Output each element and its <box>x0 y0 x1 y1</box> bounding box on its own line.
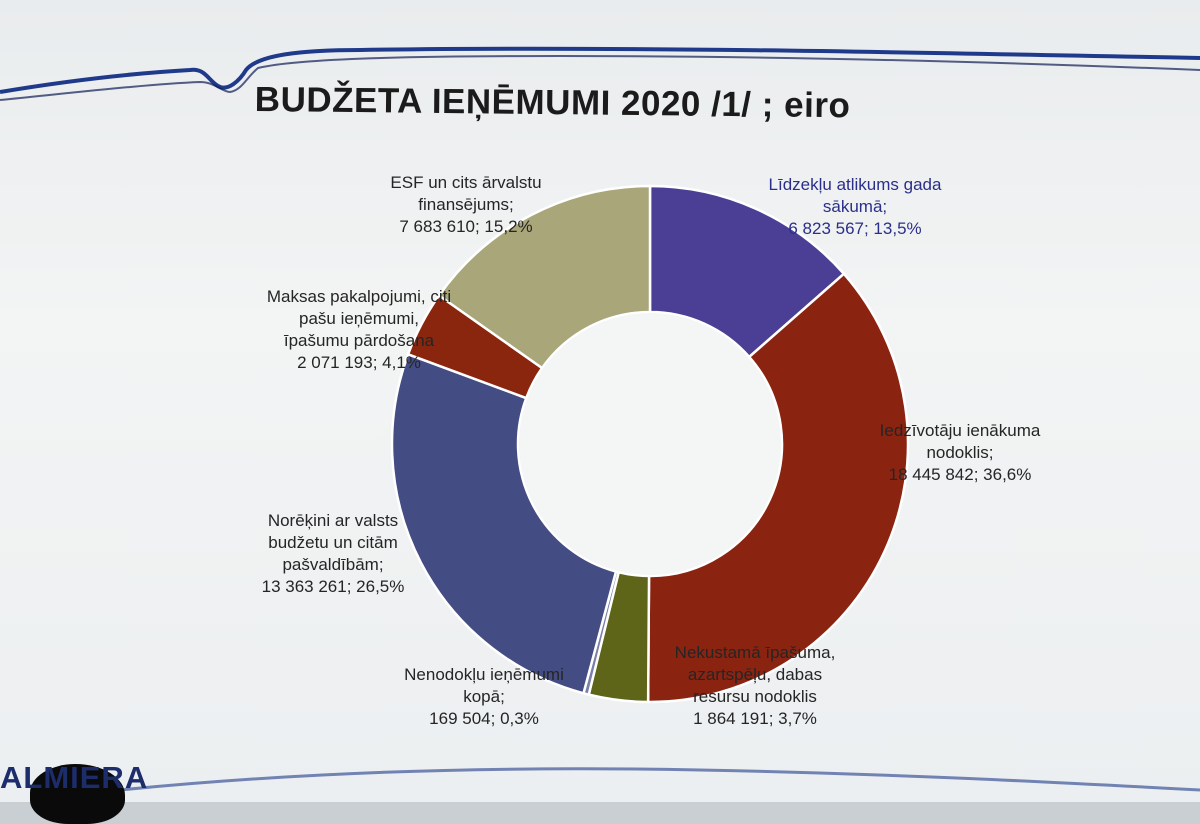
logo-text: ALMIERA <box>0 760 149 795</box>
doughnut-hole <box>519 313 781 575</box>
doughnut-slice-1 <box>646 272 910 704</box>
doughnut-slice-4 <box>390 352 618 695</box>
label-slice-5: Maksas pakalpojumi, citi pašu ieņēmumi, … <box>266 287 452 372</box>
label-slice-0: Līdzekļu atlikums gada sākumā; 6 823 567… <box>768 175 942 238</box>
wave-decoration <box>0 46 1200 792</box>
wave-band-dark <box>0 54 1200 101</box>
doughnut-slice-6 <box>437 184 652 370</box>
wave-band-bottom <box>119 767 1200 792</box>
wave-band <box>0 46 1200 94</box>
label-slice-1: Iedzīvotāju ienākuma nodoklis; 18 445 84… <box>879 421 1041 484</box>
doughnut-chart <box>390 184 910 704</box>
label-slice-2: Nekustamā īpašuma, azartspēļu, dabas res… <box>674 643 836 728</box>
doughnut-slice-0 <box>648 184 846 359</box>
label-slice-6: ESF un cits ārvalstu finansējums; 7 683 … <box>390 173 542 236</box>
label-slice-4: Norēķini ar valsts budžetu un citām pašv… <box>261 511 405 596</box>
label-slice-3: Nenodokļu ieņēmumi kopā; 169 504; 0,3% <box>404 665 564 728</box>
